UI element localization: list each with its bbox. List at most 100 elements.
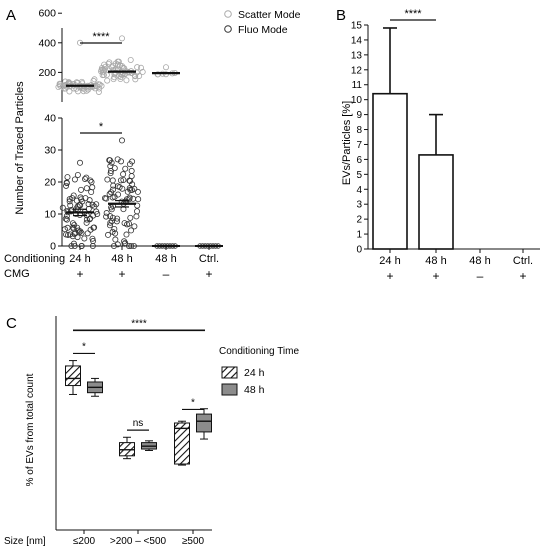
a-fluo-point xyxy=(84,230,91,237)
b-x-label-4: Ctrl. xyxy=(513,255,533,267)
a-fluo-point xyxy=(120,171,127,178)
a-fluo-point xyxy=(114,156,121,163)
c-box xyxy=(174,422,190,465)
a-fluo-point xyxy=(70,224,77,231)
a-scatter-point-max xyxy=(162,64,169,71)
a-fluo-point xyxy=(108,189,115,196)
panel-c-legend: Conditioning Time 24 h 48 h xyxy=(219,346,299,396)
a-fluo-point xyxy=(77,202,84,209)
panel-a-chart: Number of Traced Particles 200 400 600 0 10 2… xyxy=(4,8,301,281)
a-scatter-point xyxy=(106,59,113,66)
b-cmg-1: + xyxy=(386,269,393,283)
a-fluo-point xyxy=(114,241,121,248)
a-upper-tick-label: 600 xyxy=(38,8,56,20)
b-sig-label: **** xyxy=(404,8,422,20)
a-fluo-point xyxy=(114,215,121,222)
a-fluo-point xyxy=(117,177,124,184)
panel-a-letter: A xyxy=(6,7,16,24)
a-fluo-point xyxy=(112,236,119,243)
a-scatter-point xyxy=(127,56,134,63)
b-y-tick-label: 0 xyxy=(356,245,362,256)
a-scatter-point xyxy=(98,65,105,72)
a-scatter-point xyxy=(138,64,145,71)
b-x-label-2: 48 h xyxy=(425,255,446,267)
a-scatter-point-max xyxy=(119,35,126,42)
a-fluo-point xyxy=(78,242,85,249)
a-scatter-point xyxy=(104,77,111,84)
panel-b-chart: EVs/Particles [%] 0123456789101112131415… xyxy=(341,8,540,283)
b-cmg-2: + xyxy=(432,269,439,283)
c-legend-label-48h: 48 h xyxy=(244,384,265,396)
a-fluo-point xyxy=(90,224,97,231)
b-y-tick-label: 3 xyxy=(356,200,362,211)
a-fluo-point xyxy=(81,175,88,182)
a-fluo-point xyxy=(69,220,76,227)
a-scatter-point xyxy=(91,76,98,83)
a-fluo-point xyxy=(83,185,90,192)
a-fluo-point xyxy=(71,176,78,183)
a-scatter-point xyxy=(90,77,97,84)
a-upper-tick-label: 400 xyxy=(38,37,56,49)
b-y-tick-label: 6 xyxy=(356,155,362,166)
a-lower-tick-label: 40 xyxy=(44,113,56,125)
a-scatter-point xyxy=(155,71,162,78)
a-fluo-point xyxy=(107,168,114,175)
a-fluo-point xyxy=(107,219,114,226)
a-fluo-point xyxy=(128,242,135,249)
a-fluo-point xyxy=(122,240,129,247)
legend-label-scatter: Scatter Mode xyxy=(238,9,301,21)
a-fluo-point xyxy=(87,177,94,184)
a-fluo-point xyxy=(106,191,113,198)
a-lower-tick-label: 30 xyxy=(44,145,56,157)
c-sig-label-all: **** xyxy=(131,318,147,329)
a-fluo-point xyxy=(103,213,110,220)
a-scatter-point xyxy=(139,68,146,75)
panel-c-chart: % of EVs from total count *ns***** Size … xyxy=(4,316,299,547)
b-y-tick-label: 13 xyxy=(351,50,363,61)
a-fluo-point xyxy=(64,174,71,181)
a-fluo-point xyxy=(72,230,79,237)
a-scatter-point xyxy=(134,64,141,71)
b-y-tick-label: 14 xyxy=(351,35,363,46)
a-fluo-point xyxy=(71,242,78,249)
b-x-label-1: 24 h xyxy=(379,255,400,267)
a-fluo-point xyxy=(83,216,90,223)
a-fluo-point xyxy=(105,231,112,238)
a-fluo-point xyxy=(86,216,93,223)
a-fluo-point xyxy=(91,203,98,210)
a-fluo-point xyxy=(63,182,70,189)
legend-label-fluo: Fluo Mode xyxy=(238,24,288,36)
a-fluo-point xyxy=(128,186,135,193)
a-fluo-point xyxy=(83,174,90,181)
c-legend-title: Conditioning Time xyxy=(219,346,299,357)
a-scatter-point xyxy=(75,88,82,95)
a-cmg-1: + xyxy=(76,267,83,281)
a-fluo-point xyxy=(89,184,96,191)
a-fluo-point xyxy=(71,230,78,237)
sig-label-upper: **** xyxy=(92,31,110,43)
b-y-tick-label: 8 xyxy=(356,125,362,136)
c-x-label-3: ≥500 xyxy=(182,536,205,547)
conditioning-row-label: Conditioning xyxy=(4,253,65,265)
b-bar xyxy=(418,154,454,250)
panel-c-xlabel: Size [nm] xyxy=(4,536,46,547)
a-lower-tick-label: 10 xyxy=(44,209,56,221)
a-fluo-point xyxy=(128,167,135,174)
b-y-tick-label: 5 xyxy=(356,170,362,181)
panel-b-ylabel: EVs/Particles [%] xyxy=(341,101,353,185)
a-fluo-point xyxy=(110,182,117,189)
a-scatter-point xyxy=(78,78,85,85)
legend-marker-scatter xyxy=(224,10,232,18)
a-fluo-point xyxy=(78,196,85,203)
b-y-tick-label: 1 xyxy=(356,230,362,241)
a-fluo-point xyxy=(86,197,93,204)
a-fluo-point xyxy=(103,210,110,217)
a-fluo-point xyxy=(134,188,141,195)
a-fluo-point xyxy=(73,197,80,204)
a-fluo-point xyxy=(88,189,95,196)
c-legend-label-24h: 24 h xyxy=(244,367,265,379)
panel-c-letter: C xyxy=(6,315,17,332)
a-scatter-point xyxy=(111,70,118,77)
a-fluo-point xyxy=(123,196,130,203)
